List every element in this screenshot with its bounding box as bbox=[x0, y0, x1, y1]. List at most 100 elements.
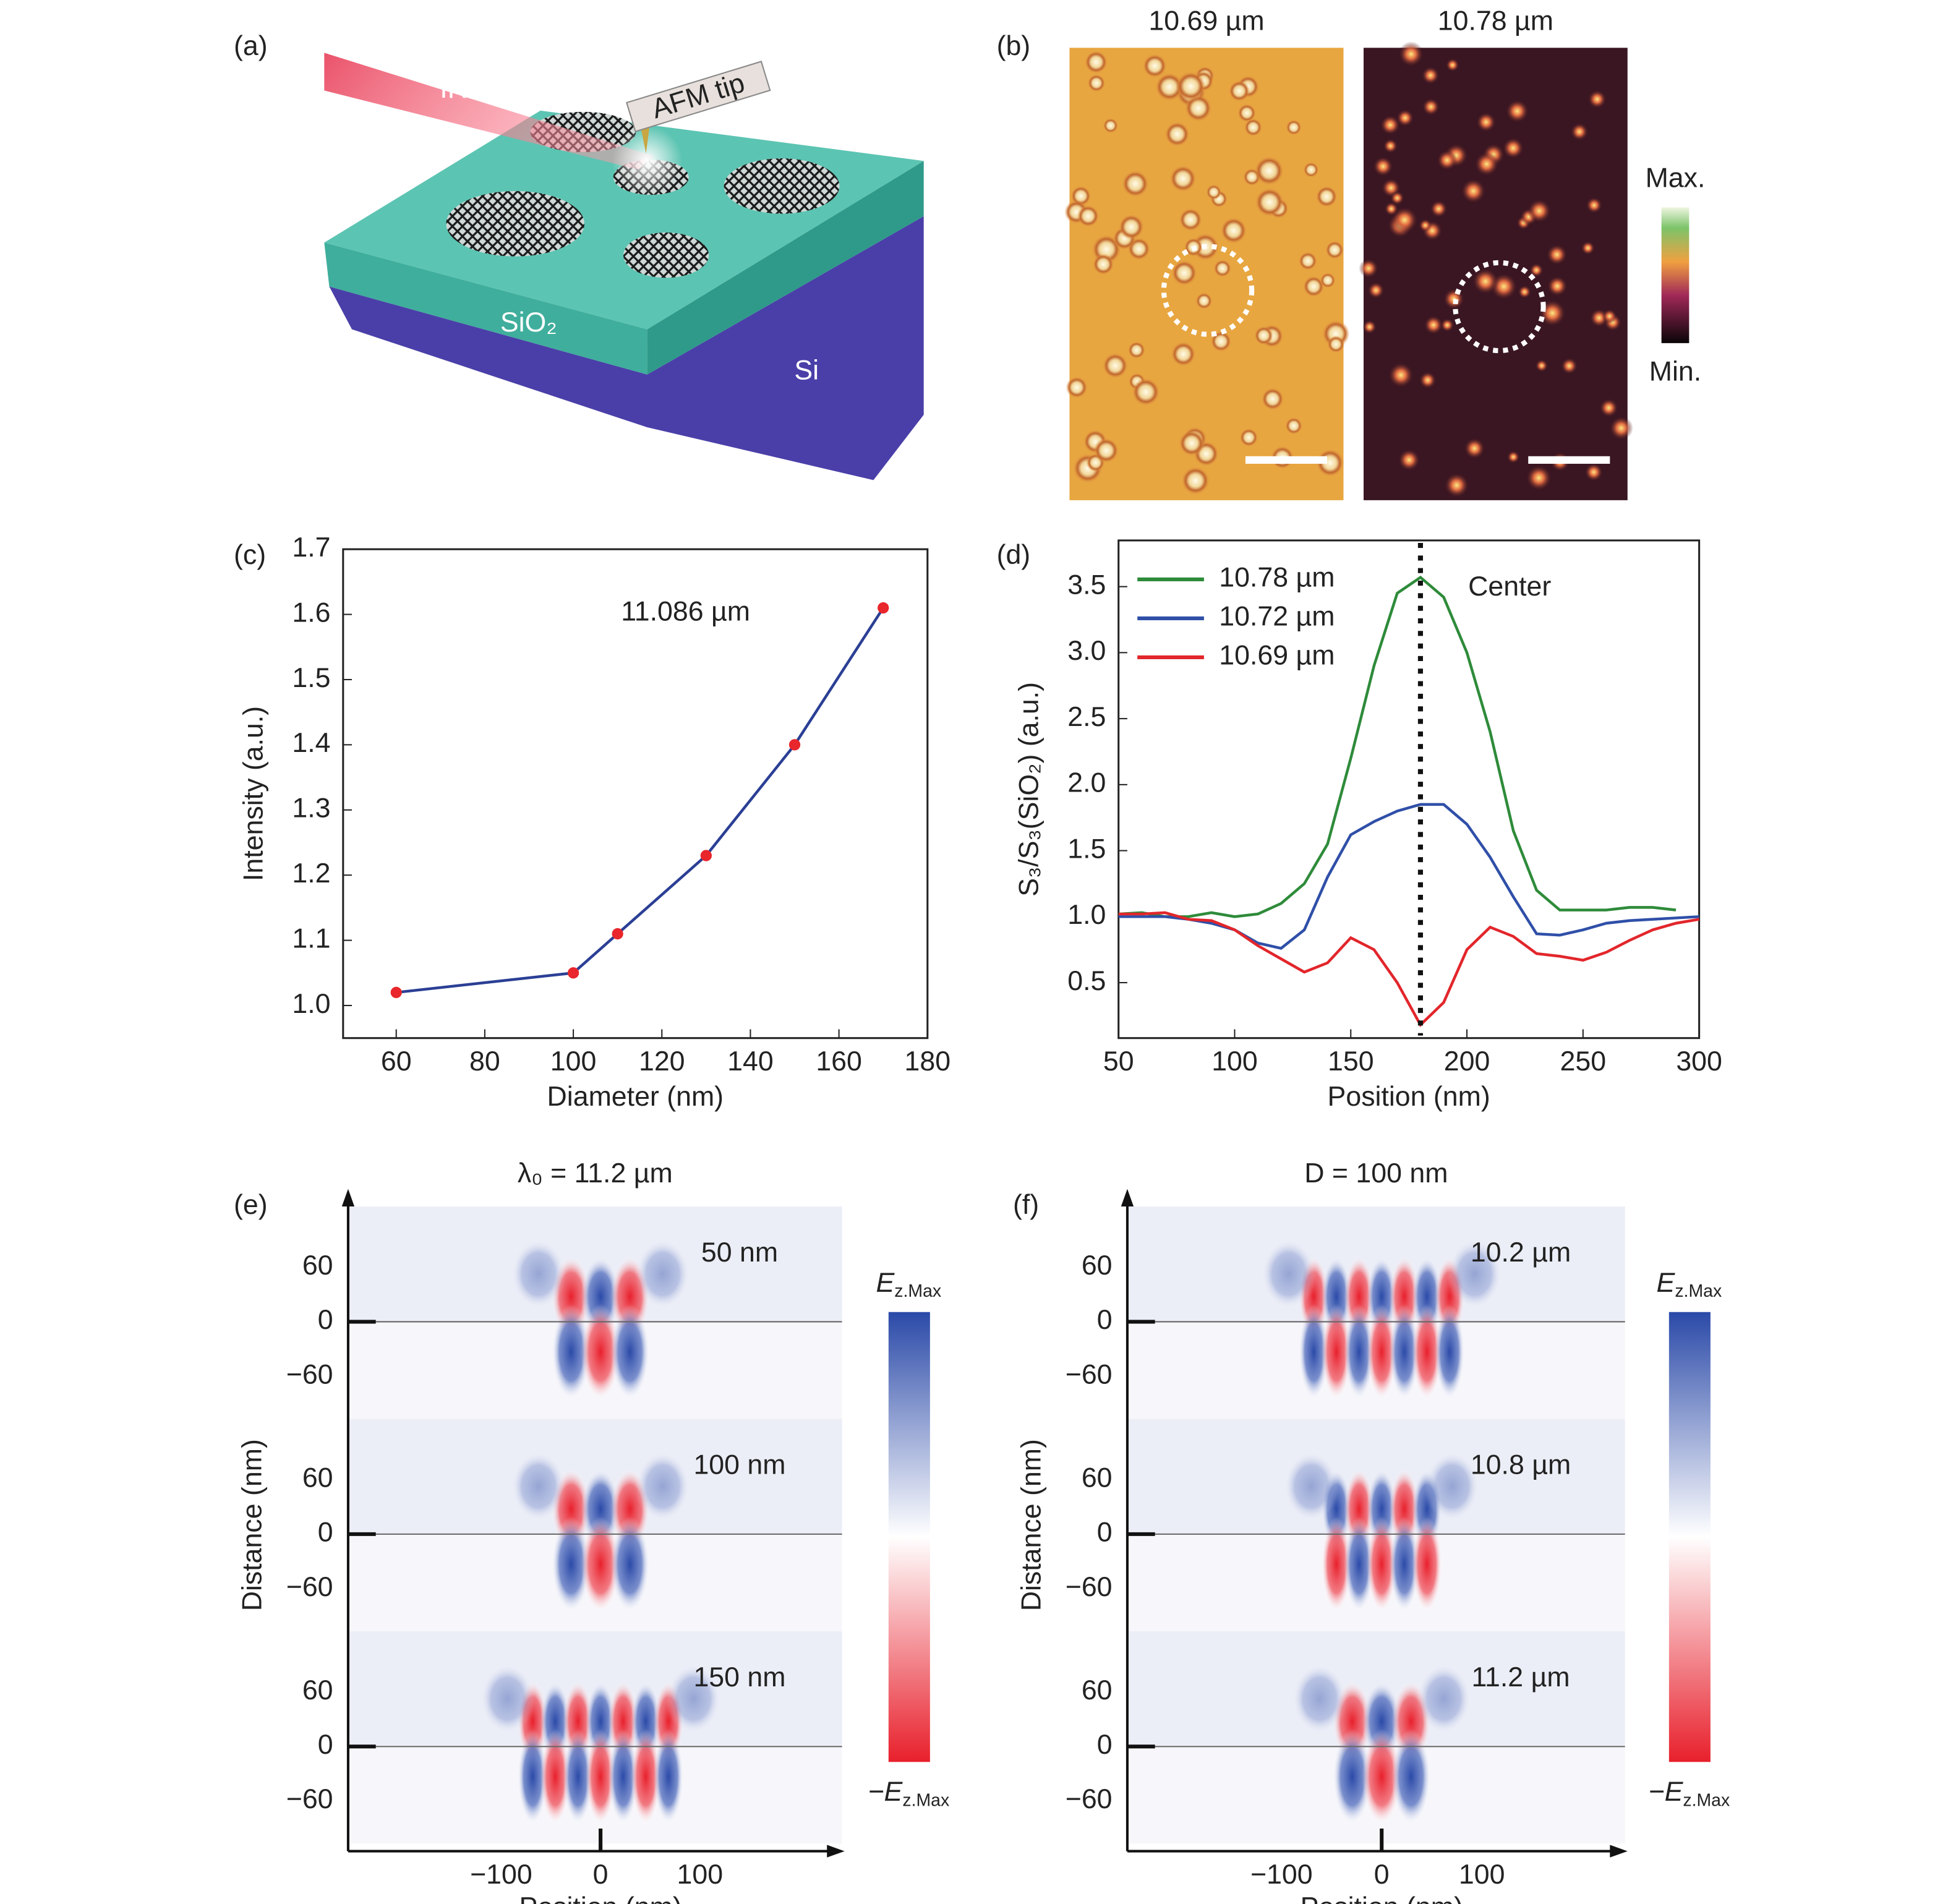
field-lobe bbox=[1292, 1663, 1348, 1735]
y-tick-label: 0 bbox=[1097, 1518, 1113, 1548]
sio2-front bbox=[324, 242, 647, 375]
data-point bbox=[700, 850, 712, 861]
afm-feature bbox=[1546, 244, 1568, 265]
data-line bbox=[1118, 803, 1699, 950]
afm-feature bbox=[1103, 117, 1119, 134]
afm-feature bbox=[1285, 417, 1303, 435]
field-lobe bbox=[1366, 1304, 1397, 1400]
afm-feature bbox=[1077, 205, 1100, 228]
graphene-disk bbox=[623, 233, 709, 278]
field-lobe bbox=[511, 1451, 566, 1522]
afm-feature bbox=[1164, 121, 1190, 147]
arrow bbox=[1610, 1845, 1628, 1858]
x-tick-label: 100 bbox=[1459, 1859, 1505, 1890]
field-lobe bbox=[1332, 1728, 1372, 1825]
afm-feature bbox=[1184, 95, 1212, 122]
afm-feature bbox=[1602, 309, 1617, 324]
afm-feature bbox=[1518, 285, 1532, 299]
afm-feature bbox=[1122, 170, 1149, 198]
data-point bbox=[612, 928, 623, 940]
x-axis-label: Position (nm) bbox=[1328, 1082, 1490, 1112]
y-tick-label: 1.3 bbox=[292, 793, 330, 824]
afm-feature bbox=[1421, 66, 1440, 85]
x-tick-label: 300 bbox=[1676, 1046, 1722, 1077]
legend-label: 10.72 µm bbox=[1219, 602, 1335, 632]
afm-feature bbox=[1255, 187, 1284, 217]
y-axis-label: Distance (nm) bbox=[237, 1439, 267, 1611]
afm-feature bbox=[1220, 217, 1247, 244]
afm-feature bbox=[1424, 315, 1443, 335]
scale-bar bbox=[1528, 456, 1610, 464]
colorbar-symbol: −E bbox=[1648, 1777, 1683, 1807]
colorbar bbox=[1661, 207, 1690, 343]
afm-feature bbox=[1422, 98, 1440, 116]
afm-feature bbox=[1464, 437, 1485, 459]
field-lobe bbox=[1299, 1304, 1329, 1400]
panel-label: (f) bbox=[1013, 1190, 1039, 1220]
panel-label: (d) bbox=[997, 540, 1031, 570]
afm-feature bbox=[1380, 115, 1401, 135]
afm-feature bbox=[1373, 156, 1393, 177]
afm-feature bbox=[1398, 41, 1424, 67]
field-lobe bbox=[634, 1451, 691, 1522]
scale-bar bbox=[1245, 456, 1328, 464]
afm-feature bbox=[1171, 260, 1197, 286]
afm-feature bbox=[1237, 103, 1257, 122]
data-point bbox=[390, 986, 402, 999]
field-lobe bbox=[1446, 1239, 1503, 1310]
afm-feature bbox=[1502, 137, 1524, 159]
afm-feature bbox=[1390, 190, 1404, 205]
afm-feature bbox=[1430, 200, 1448, 218]
y-tick-label: 1.0 bbox=[1067, 900, 1106, 930]
field-lobe bbox=[511, 1239, 566, 1310]
panel-label: (b) bbox=[997, 31, 1031, 61]
afm-feature bbox=[1587, 90, 1607, 109]
y-tick-label: 0 bbox=[318, 1305, 333, 1335]
x-tick-label: 150 bbox=[1328, 1046, 1374, 1077]
afm-feature bbox=[1315, 186, 1338, 208]
afm-feature bbox=[1461, 178, 1486, 204]
afm-feature bbox=[1584, 463, 1604, 482]
field-lobe bbox=[551, 1304, 591, 1400]
y-tick-label: 60 bbox=[302, 1250, 333, 1281]
x-tick-label: 60 bbox=[381, 1046, 412, 1077]
colorbar-subscript: z.Max bbox=[902, 1790, 949, 1810]
afm-feature bbox=[1506, 450, 1520, 464]
x-tick-label: 100 bbox=[550, 1046, 597, 1077]
x-tick-label: 180 bbox=[905, 1046, 951, 1077]
y-tick-label: −60 bbox=[1066, 1572, 1113, 1602]
arrow bbox=[341, 1189, 355, 1207]
map-label: 10.8 µm bbox=[1471, 1450, 1571, 1480]
afm-feature bbox=[1391, 207, 1418, 234]
colorbar-symbol: E bbox=[876, 1268, 895, 1298]
x-tick-label: 50 bbox=[1103, 1046, 1134, 1077]
field-lobe bbox=[1389, 1516, 1420, 1612]
data-point bbox=[878, 602, 889, 614]
x-tick-label: 120 bbox=[639, 1046, 685, 1077]
afm-feature bbox=[1383, 139, 1398, 153]
afm-feature bbox=[1325, 241, 1344, 260]
afm-feature bbox=[1437, 150, 1458, 171]
data-point bbox=[567, 967, 579, 979]
x-tick-label: 160 bbox=[816, 1046, 862, 1077]
afm-feature bbox=[1445, 58, 1459, 72]
x-axis-label: Diameter (nm) bbox=[547, 1082, 724, 1112]
afm-feature bbox=[1320, 272, 1336, 289]
x-tick-label: 140 bbox=[727, 1046, 774, 1077]
field-lobe bbox=[665, 1663, 722, 1735]
afm-feature bbox=[1570, 122, 1589, 141]
afm-feature bbox=[1176, 71, 1206, 101]
y-axis-label: S₃/S₃(SiO₂) (a.u.) bbox=[1014, 682, 1044, 897]
y-tick-label: 60 bbox=[1082, 1463, 1113, 1493]
field-lobe bbox=[540, 1728, 571, 1825]
afm-feature bbox=[1419, 371, 1437, 389]
afm-feature bbox=[1228, 80, 1250, 102]
afm-feature bbox=[1206, 184, 1222, 200]
schematic: AFM tip IR SiO₂ Si bbox=[324, 53, 924, 480]
colorbar-symbol: −E bbox=[868, 1777, 903, 1807]
field-lobe bbox=[608, 1728, 639, 1825]
afm-feature bbox=[1195, 292, 1213, 310]
field-lobe bbox=[610, 1304, 650, 1400]
x-tick-label: −100 bbox=[470, 1859, 532, 1890]
afm-feature bbox=[1213, 259, 1232, 278]
